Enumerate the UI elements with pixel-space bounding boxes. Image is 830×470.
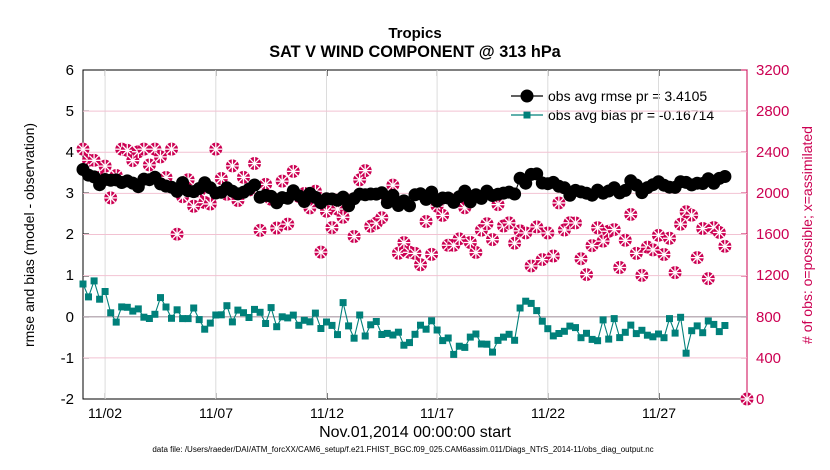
svg-text:0: 0: [66, 309, 74, 326]
svg-text:11/07: 11/07: [199, 405, 233, 421]
svg-text:0: 0: [756, 391, 764, 408]
svg-text:1600: 1600: [756, 226, 789, 243]
svg-text:data file: /Users/raeder/DAI/A: data file: /Users/raeder/DAI/ATM_forcXX/…: [152, 445, 653, 454]
svg-text:11/27: 11/27: [642, 405, 676, 421]
svg-text:-1: -1: [61, 350, 74, 367]
svg-text:obs avg rmse pr = 3.4105: obs avg rmse pr = 3.4105: [548, 88, 707, 104]
svg-text:3: 3: [66, 185, 74, 202]
svg-text:rmse and bias (model - observa: rmse and bias (model - observation): [21, 123, 37, 347]
svg-text:1200: 1200: [756, 267, 789, 284]
svg-text:2400: 2400: [756, 144, 789, 161]
svg-text:4: 4: [66, 144, 74, 161]
svg-text:6: 6: [66, 62, 74, 79]
svg-text:1: 1: [66, 267, 74, 284]
svg-text:3200: 3200: [756, 62, 789, 79]
svg-text:11/22: 11/22: [531, 405, 565, 421]
svg-text:# of obs: o=possible; x=assimi: # of obs: o=possible; x=assimilated: [799, 126, 815, 344]
svg-text:2000: 2000: [756, 185, 789, 202]
svg-text:11/12: 11/12: [310, 405, 344, 421]
svg-text:obs avg bias pr = -0.16714: obs avg bias pr = -0.16714: [548, 107, 714, 123]
svg-text:11/02: 11/02: [88, 405, 122, 421]
svg-text:Tropics: Tropics: [388, 25, 441, 42]
svg-text:-2: -2: [61, 391, 74, 408]
svg-text:11/17: 11/17: [420, 405, 454, 421]
svg-text:400: 400: [756, 350, 781, 367]
svg-text:SAT V WIND COMPONENT @ 313 hPa: SAT V WIND COMPONENT @ 313 hPa: [269, 43, 561, 61]
svg-text:Nov.01,2014 00:00:00 start: Nov.01,2014 00:00:00 start: [319, 424, 511, 441]
svg-text:2: 2: [66, 226, 74, 243]
svg-text:5: 5: [66, 103, 74, 120]
svg-text:800: 800: [756, 309, 781, 326]
svg-text:2800: 2800: [756, 103, 789, 120]
